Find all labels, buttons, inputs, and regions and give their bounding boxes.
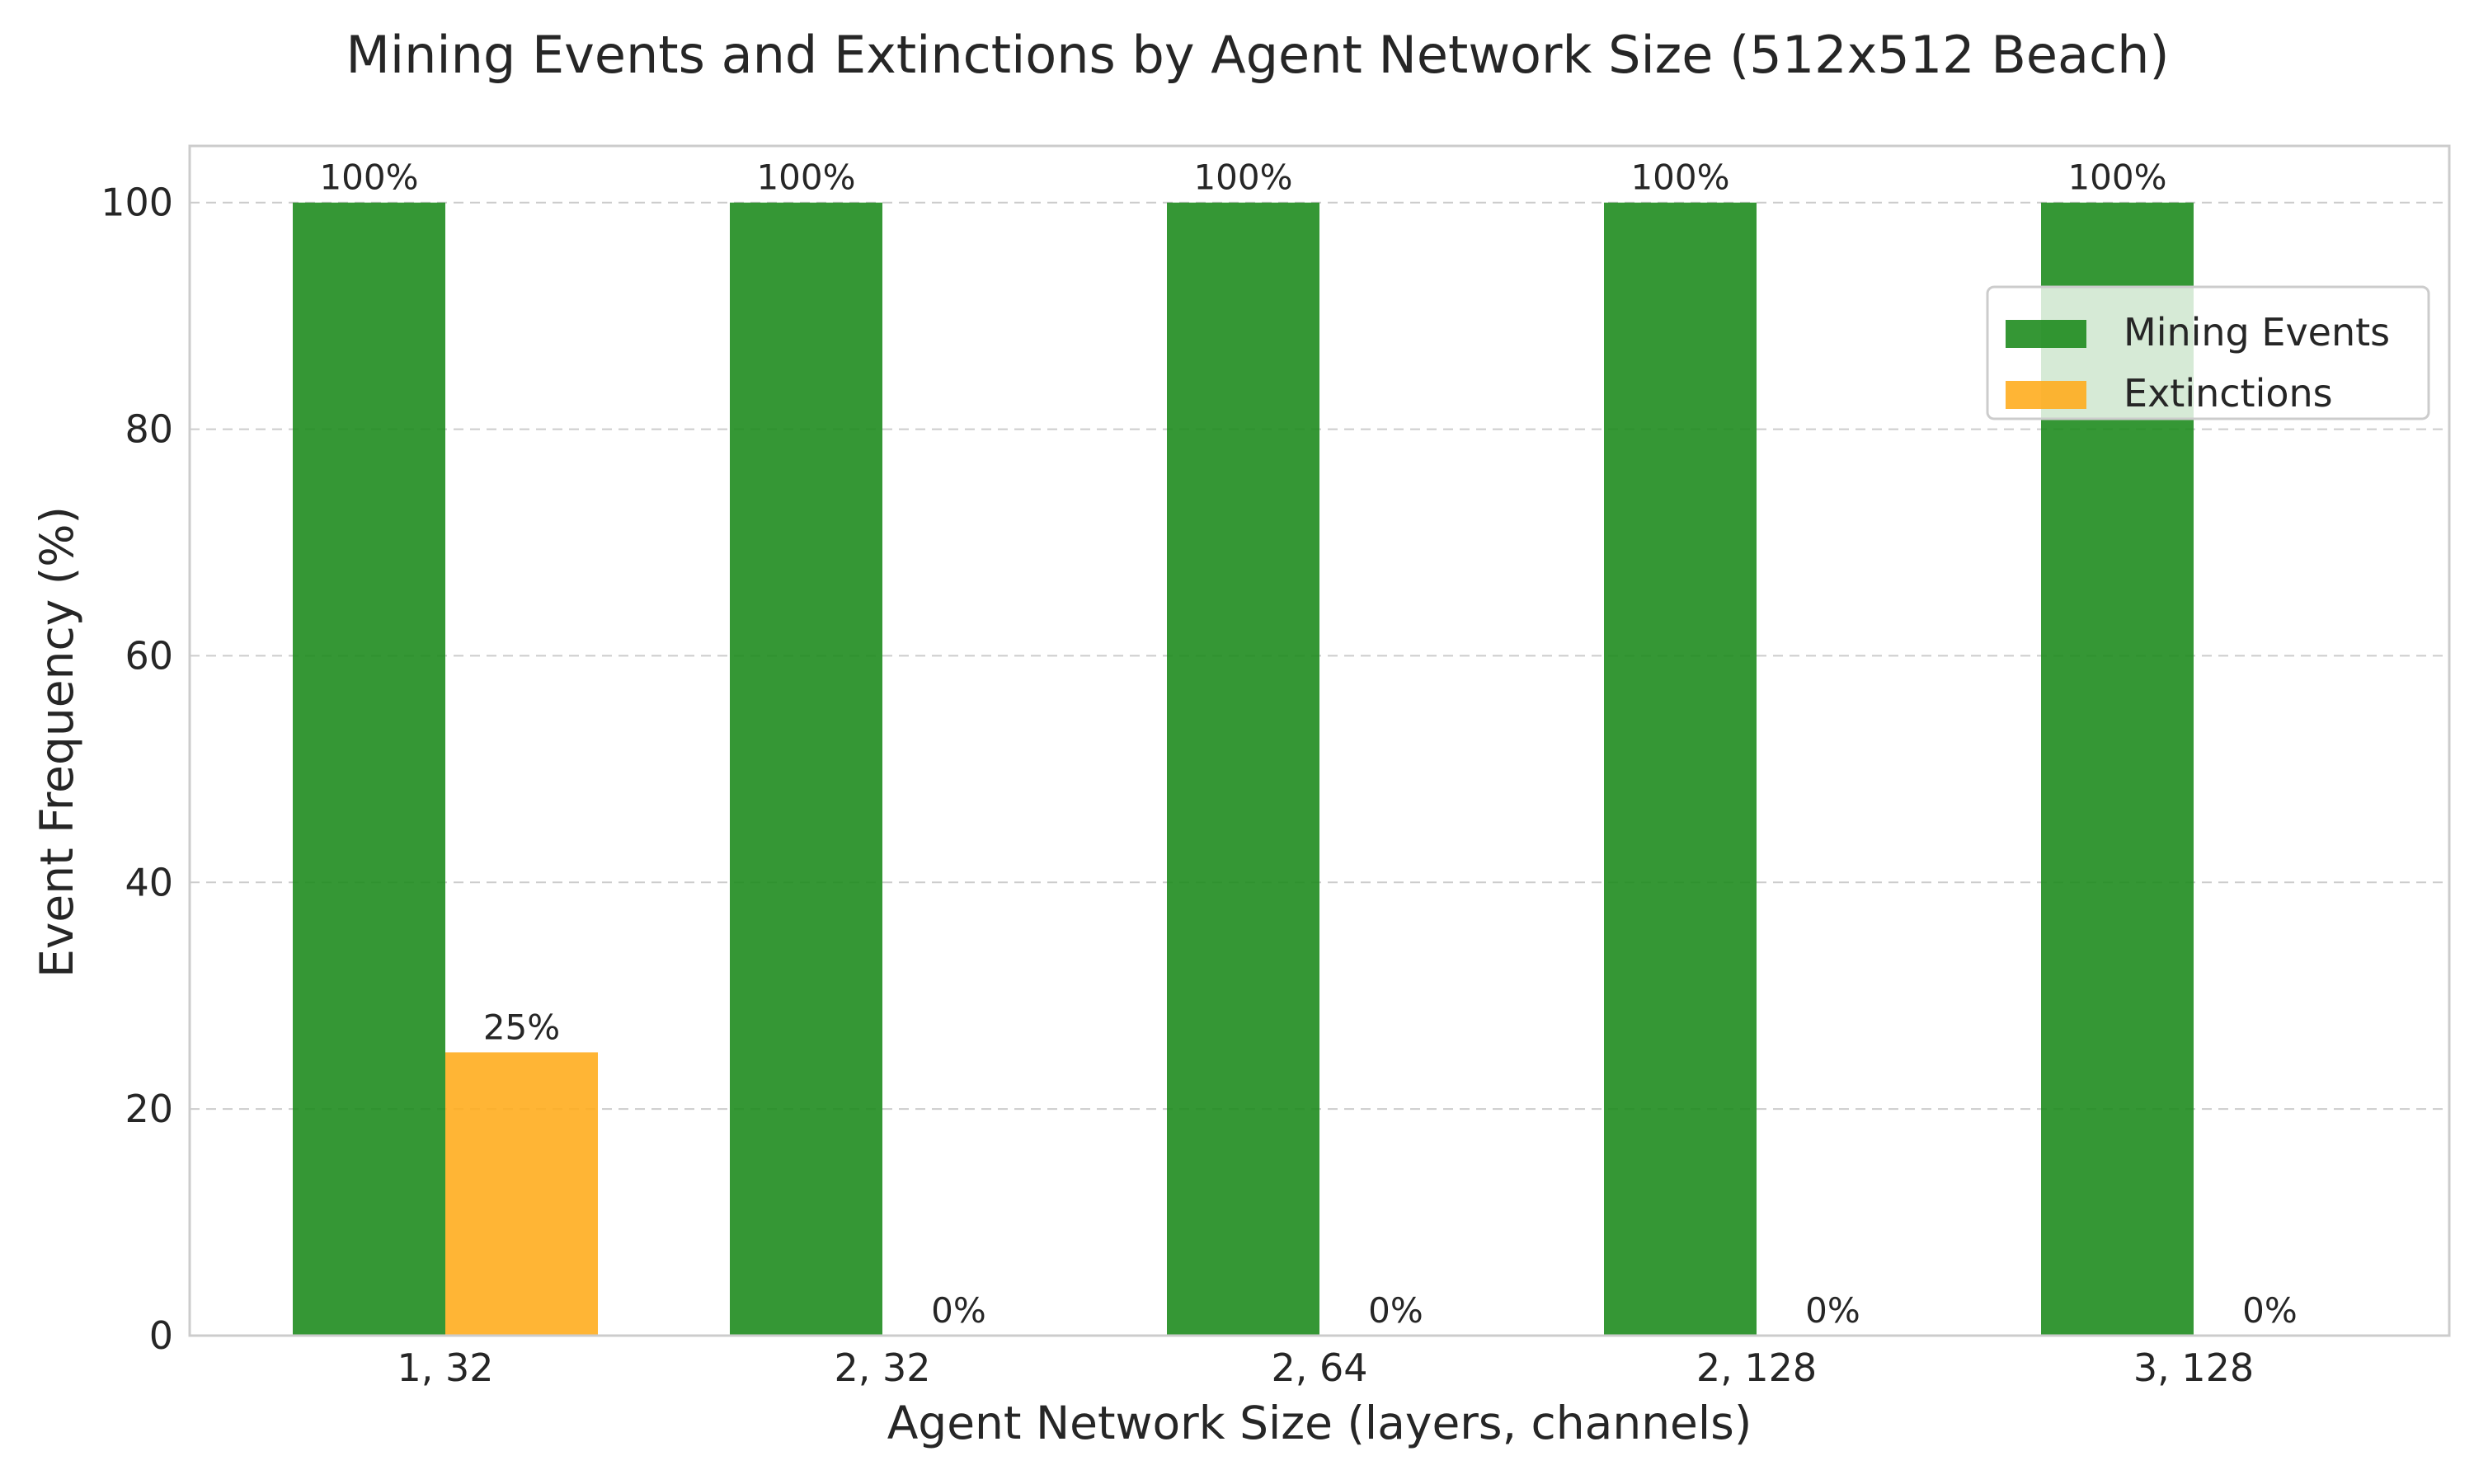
legend-swatch-mining-events <box>2006 320 2086 348</box>
chart-title: Mining Events and Extinctions by Agent N… <box>346 25 2169 85</box>
x-tick-label: 2, 128 <box>1696 1345 1817 1390</box>
legend-label-extinctions: Extinctions <box>2124 371 2333 416</box>
mining-events-bar <box>1167 202 1319 1336</box>
y-tick-label: 60 <box>125 633 173 678</box>
y-tick-label: 20 <box>125 1087 173 1131</box>
mining-events-data-label: 100% <box>1193 157 1292 198</box>
mining-events-data-label: 100% <box>319 157 418 198</box>
mining-events-bar <box>1604 202 1757 1336</box>
mining-events-data-label: 100% <box>2067 157 2166 198</box>
x-axis-ticks: 1, 32 2, 32 2, 64 2, 128 3, 128 <box>397 1345 2254 1390</box>
x-tick-label: 2, 64 <box>1271 1345 1367 1390</box>
extinctions-data-label: 0% <box>931 1290 986 1331</box>
mining-events-bar <box>730 202 882 1336</box>
y-axis-ticks: 0 20 40 60 80 100 <box>101 181 173 1358</box>
y-tick-label: 40 <box>125 860 173 904</box>
legend-label-mining-events: Mining Events <box>2124 310 2390 355</box>
legend-box <box>1986 285 2430 420</box>
y-axis-label: Event Frequency (%) <box>31 506 83 978</box>
mining-events-bar <box>293 202 445 1336</box>
x-tick-label: 1, 32 <box>397 1345 493 1390</box>
x-tick-label: 2, 32 <box>834 1345 930 1390</box>
mining-events-data-label: 100% <box>756 157 855 198</box>
plot-area-border <box>188 144 2451 1337</box>
extinctions-bar <box>445 1052 598 1336</box>
y-tick-label: 0 <box>149 1313 173 1358</box>
extinctions-data-label: 0% <box>1805 1290 1860 1331</box>
legend: Mining Events Extinctions <box>1986 285 2430 420</box>
extinctions-data-label: 0% <box>1368 1290 1423 1331</box>
data-labels: 100% 100% 100% 100% 100% 25% 0% 0% 0% 0% <box>319 157 2297 1331</box>
x-axis-label: Agent Network Size (layers, channels) <box>887 1397 1752 1449</box>
bars <box>293 202 2194 1336</box>
x-tick-label: 3, 128 <box>2133 1345 2254 1390</box>
y-tick-label: 100 <box>101 181 173 225</box>
extinctions-data-label: 25% <box>483 1007 560 1047</box>
mining-events-data-label: 100% <box>1630 157 1729 198</box>
y-tick-label: 80 <box>125 407 173 452</box>
legend-swatch-extinctions <box>2006 381 2086 409</box>
extinctions-data-label: 0% <box>2242 1290 2298 1331</box>
